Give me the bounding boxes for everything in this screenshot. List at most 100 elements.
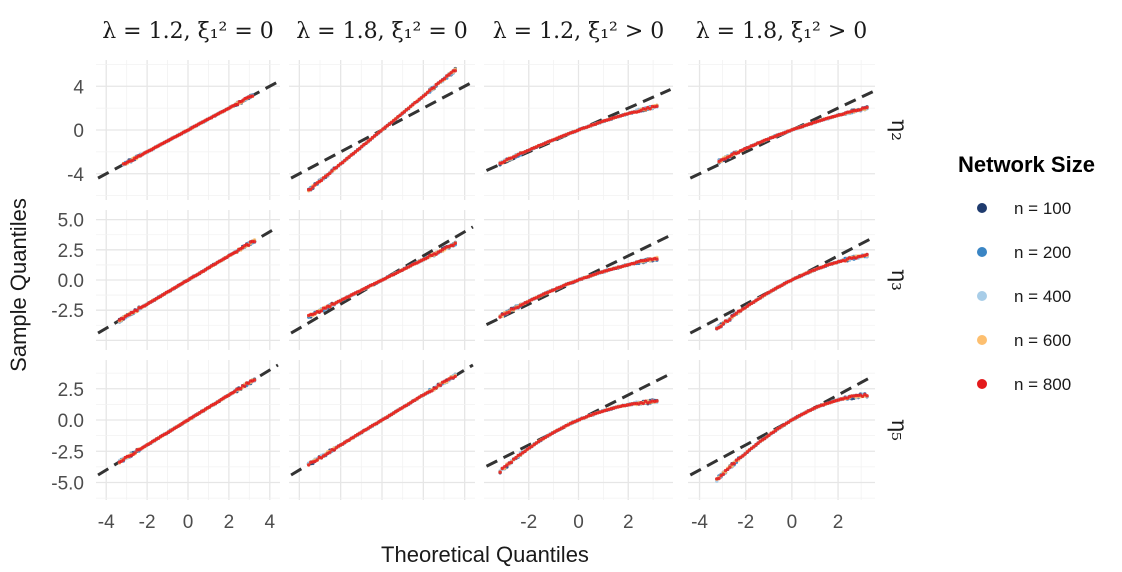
- x-tick-label: 0: [183, 512, 194, 533]
- qq-point: [865, 252, 869, 257]
- qq-point: [133, 451, 137, 455]
- qq-point: [451, 243, 455, 248]
- qq-point: [364, 141, 368, 145]
- qq-point: [514, 455, 518, 460]
- qq-point: [728, 465, 732, 469]
- x-tick-label: -2: [139, 512, 156, 533]
- legend-key: [977, 291, 987, 301]
- legend-key: [977, 379, 987, 389]
- qq-point: [246, 243, 251, 247]
- qq-point: [121, 317, 126, 321]
- qq-point: [311, 185, 315, 189]
- qq-point: [453, 374, 457, 379]
- y-tick-label: -2.5: [51, 442, 84, 463]
- legend-title: Network Size: [958, 152, 1095, 177]
- qq-point: [341, 160, 345, 165]
- qq-point: [246, 381, 251, 385]
- legend-label: n = 100: [1014, 199, 1071, 218]
- qq-point: [328, 171, 332, 175]
- column-strip-label: λ = 1.2, ξ₁² > 0: [493, 19, 665, 44]
- qq-point: [641, 401, 645, 406]
- qq-point: [655, 399, 659, 403]
- x-tick-label: -2: [520, 512, 537, 533]
- qq-point: [252, 240, 257, 244]
- qq-point: [648, 107, 652, 111]
- qq-point: [453, 69, 457, 73]
- qq-point: [428, 88, 432, 93]
- qq-point: [432, 85, 436, 90]
- y-tick-label: 0.0: [58, 271, 84, 292]
- qq-point: [743, 452, 747, 456]
- row-strip-label: η₂: [886, 119, 911, 141]
- panel-gridlines: [96, 60, 875, 500]
- qq-point: [423, 92, 428, 97]
- legend-label: n = 800: [1014, 375, 1071, 394]
- x-tick-label: -2: [737, 512, 754, 533]
- qq-point: [332, 448, 336, 452]
- legend-key: [977, 247, 987, 257]
- qq-point: [726, 467, 730, 471]
- qq-point: [453, 241, 457, 245]
- x-tick-label: 2: [833, 512, 844, 533]
- qq-point: [507, 310, 511, 314]
- x-tick-label: 0: [573, 512, 584, 533]
- qq-point: [328, 450, 332, 454]
- qq-point: [328, 305, 332, 309]
- qq-point: [719, 324, 723, 328]
- qq-point: [734, 311, 739, 315]
- column-strip-label: λ = 1.8, ξ₁² = 0: [296, 19, 468, 44]
- qq-point: [767, 433, 771, 437]
- x-tick-label: 4: [264, 512, 275, 533]
- x-axis-title: Theoretical Quantiles: [381, 542, 589, 567]
- qq-point: [121, 458, 126, 462]
- legend-label: n = 400: [1014, 287, 1071, 306]
- y-tick-label: 4: [73, 77, 84, 98]
- legend-key: [977, 203, 987, 213]
- qq-point: [498, 315, 502, 319]
- facet-strip-labels: λ = 1.2, ξ₁² = 0 λ = 1.8, ξ₁² = 0 λ = 1.2,…: [102, 19, 911, 441]
- qq-point: [394, 117, 398, 121]
- qq-point: [243, 384, 247, 388]
- y-tick-label: 2.5: [58, 380, 84, 401]
- y-tick-label: -4: [67, 165, 84, 186]
- qq-point: [434, 252, 438, 256]
- qq-point: [330, 169, 334, 173]
- qq-point: [865, 105, 869, 110]
- legend-key: [977, 335, 987, 345]
- qq-point: [721, 472, 725, 476]
- qq-point: [728, 317, 732, 322]
- qq-point: [721, 322, 725, 326]
- qq-point: [307, 463, 311, 467]
- legend-label: n = 600: [1014, 331, 1071, 350]
- qq-point: [739, 309, 743, 313]
- x-tick-label: 2: [224, 512, 235, 533]
- qq-point: [334, 166, 338, 170]
- qq-point: [313, 311, 317, 316]
- legend: Network Size n = 100 n = 200 n = 400 n = 60…: [958, 152, 1095, 394]
- qq-point: [379, 129, 383, 133]
- qq-point: [498, 470, 502, 474]
- x-tick-label: -4: [98, 512, 115, 533]
- qq-point: [655, 257, 659, 261]
- qq-point: [752, 445, 756, 449]
- qq-point: [319, 178, 324, 183]
- qq-point: [235, 102, 240, 107]
- qq-point: [368, 138, 372, 142]
- qq-point: [309, 187, 313, 191]
- qq-point: [726, 319, 730, 323]
- x-tick-label: 2: [623, 512, 634, 533]
- qq-point: [315, 458, 319, 462]
- y-axis-title: Sample Quantiles: [6, 198, 31, 372]
- qq-point: [250, 94, 255, 98]
- column-strip-label: λ = 1.8, ξ₁² > 0: [696, 19, 868, 44]
- qq-point: [502, 159, 507, 164]
- qq-point: [639, 108, 643, 113]
- y-tick-label: -2.5: [51, 301, 84, 322]
- column-strip-label: λ = 1.2, ξ₁² = 0: [102, 19, 274, 44]
- qq-point: [239, 386, 243, 391]
- x-tick-label: 0: [787, 512, 798, 533]
- qq-point: [865, 394, 869, 398]
- data-points: [117, 66, 869, 483]
- qq-point: [655, 104, 659, 109]
